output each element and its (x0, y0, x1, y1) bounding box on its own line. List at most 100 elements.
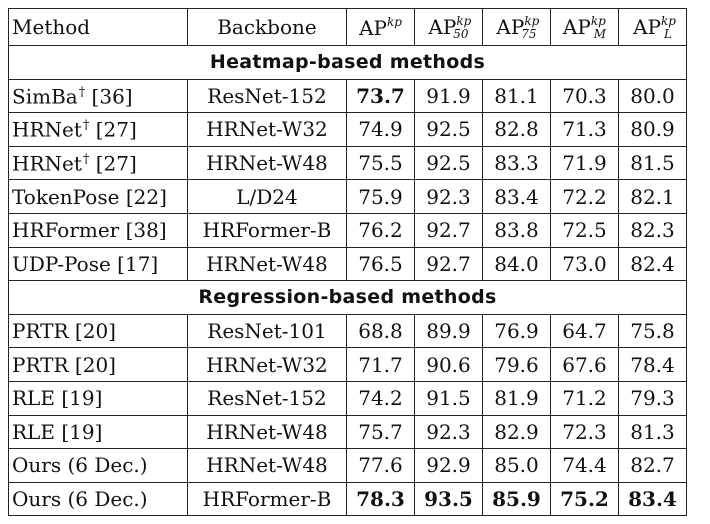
method-ref: [20] (74, 319, 116, 344)
value-cell: 92.3 (414, 414, 483, 450)
value-cell: 73.7 (346, 78, 415, 114)
method-cell: HRNet† [27] (8, 112, 188, 147)
value-cell: 79.3 (618, 380, 687, 416)
value-cell: 89.9 (414, 313, 483, 349)
section-header-row: Regression-based methods (8, 280, 687, 315)
value-cell: 74.4 (550, 448, 619, 483)
method-ref: [22] (125, 184, 167, 209)
header-apl: APkpL (618, 8, 687, 46)
value-cell: 72.5 (550, 212, 619, 248)
method-cell: HRFormer [38] (8, 212, 188, 248)
value-cell: 82.7 (618, 448, 687, 483)
method-cell: RLE [19] (8, 380, 188, 416)
section-title: Regression-based methods (8, 280, 687, 315)
method-ref: (6 Dec.) (67, 453, 148, 478)
value-cell: 85.0 (482, 448, 551, 483)
value-cell: 92.7 (414, 212, 483, 248)
method-ref: [17] (117, 251, 159, 276)
table-row: HRNet† [27] HRNet-W32 74.9 92.5 82.8 71.3 80.9 (8, 112, 687, 147)
method-cell: TokenPose [22] (8, 179, 188, 214)
dagger-mark: † (82, 151, 90, 167)
value-cell: 77.6 (346, 448, 415, 483)
table-row: RLE [19] ResNet-152 74.2 91.5 81.9 71.2 79.3 (8, 380, 687, 416)
value-cell: 82.8 (482, 112, 551, 147)
value-cell: 74.2 (346, 380, 415, 416)
value-cell: 83.8 (482, 212, 551, 248)
method-cell: PRTR [20] (8, 313, 188, 349)
value-cell: 81.5 (618, 145, 687, 181)
method-name: RLE (12, 419, 55, 444)
results-table: Method Backbone APkp APkp50 APkp75 APkpM… (8, 8, 687, 517)
value-cell: 78.3 (346, 481, 415, 517)
value-cell: 92.7 (414, 246, 483, 282)
value-cell: 85.9 (482, 481, 551, 517)
value-cell: 82.1 (618, 179, 687, 214)
method-cell: PRTR [20] (8, 347, 188, 382)
value-cell: 80.0 (618, 78, 687, 114)
value-cell: 81.9 (482, 380, 551, 416)
header-apm: APkpM (550, 8, 619, 46)
value-cell: 92.9 (414, 448, 483, 483)
value-cell: 75.7 (346, 414, 415, 450)
method-ref: (6 Dec.) (67, 487, 148, 512)
dagger-mark: † (82, 118, 90, 134)
backbone-cell: HRNet-W48 (187, 246, 347, 282)
value-cell: 83.4 (618, 481, 687, 517)
method-cell: Ours (6 Dec.) (8, 481, 188, 517)
header-ap: APkp (346, 8, 415, 46)
value-cell: 71.9 (550, 145, 619, 181)
backbone-cell: HRNet-W32 (187, 347, 347, 382)
value-cell: 91.5 (414, 380, 483, 416)
method-ref: [27] (95, 151, 137, 176)
value-cell: 70.3 (550, 78, 619, 114)
value-cell: 64.7 (550, 313, 619, 349)
value-cell: 71.3 (550, 112, 619, 147)
header-ap50: APkp50 (414, 8, 483, 46)
method-cell: HRNet† [27] (8, 145, 188, 181)
value-cell: 92.3 (414, 179, 483, 214)
method-name: PRTR (12, 352, 69, 377)
method-name: TokenPose (12, 184, 120, 209)
method-name: HRFormer (12, 218, 120, 243)
value-cell: 71.7 (346, 347, 415, 382)
table-row: RLE [19] HRNet-W48 75.7 92.3 82.9 72.3 81.3 (8, 414, 687, 450)
header-ap75: APkp75 (482, 8, 551, 46)
value-cell: 82.4 (618, 246, 687, 282)
value-cell: 80.9 (618, 112, 687, 147)
method-name: HRNet (12, 151, 82, 176)
value-cell: 72.3 (550, 414, 619, 450)
method-ref: [38] (125, 218, 167, 243)
value-cell: 67.6 (550, 347, 619, 382)
backbone-cell: ResNet-152 (187, 380, 347, 416)
method-ref: [27] (95, 117, 137, 142)
table-row: PRTR [20] ResNet-101 68.8 89.9 76.9 64.7 75.8 (8, 313, 687, 349)
section-title: Heatmap-based methods (8, 45, 687, 80)
method-cell: RLE [19] (8, 414, 188, 450)
method-cell: SimBa† [36] (8, 78, 188, 114)
table-row: Ours (6 Dec.) HRFormer-B 78.3 93.5 85.9 75.2 8… (8, 481, 687, 517)
table-row: PRTR [20] HRNet-W32 71.7 90.6 79.6 67.6 78.4 (8, 347, 687, 382)
value-cell: 75.5 (346, 145, 415, 181)
value-cell: 76.2 (346, 212, 415, 248)
value-cell: 83.3 (482, 145, 551, 181)
header-row: Method Backbone APkp APkp50 APkp75 APkpM… (8, 8, 687, 46)
backbone-cell: ResNet-152 (187, 78, 347, 114)
backbone-cell: HRNet-W48 (187, 414, 347, 450)
value-cell: 92.5 (414, 112, 483, 147)
backbone-cell: HRFormer-B (187, 212, 347, 248)
value-cell: 75.8 (618, 313, 687, 349)
value-cell: 68.8 (346, 313, 415, 349)
value-cell: 79.6 (482, 347, 551, 382)
value-cell: 83.4 (482, 179, 551, 214)
value-cell: 78.4 (618, 347, 687, 382)
method-cell: Ours (6 Dec.) (8, 448, 188, 483)
section-header-row: Heatmap-based methods (8, 45, 687, 80)
method-cell: UDP-Pose [17] (8, 246, 188, 282)
dagger-mark: † (78, 84, 86, 100)
method-name: SimBa (12, 84, 78, 109)
backbone-cell: HRNet-W48 (187, 145, 347, 181)
method-ref: [36] (91, 84, 133, 109)
backbone-cell: HRNet-W32 (187, 112, 347, 147)
value-cell: 76.5 (346, 246, 415, 282)
value-cell: 71.2 (550, 380, 619, 416)
